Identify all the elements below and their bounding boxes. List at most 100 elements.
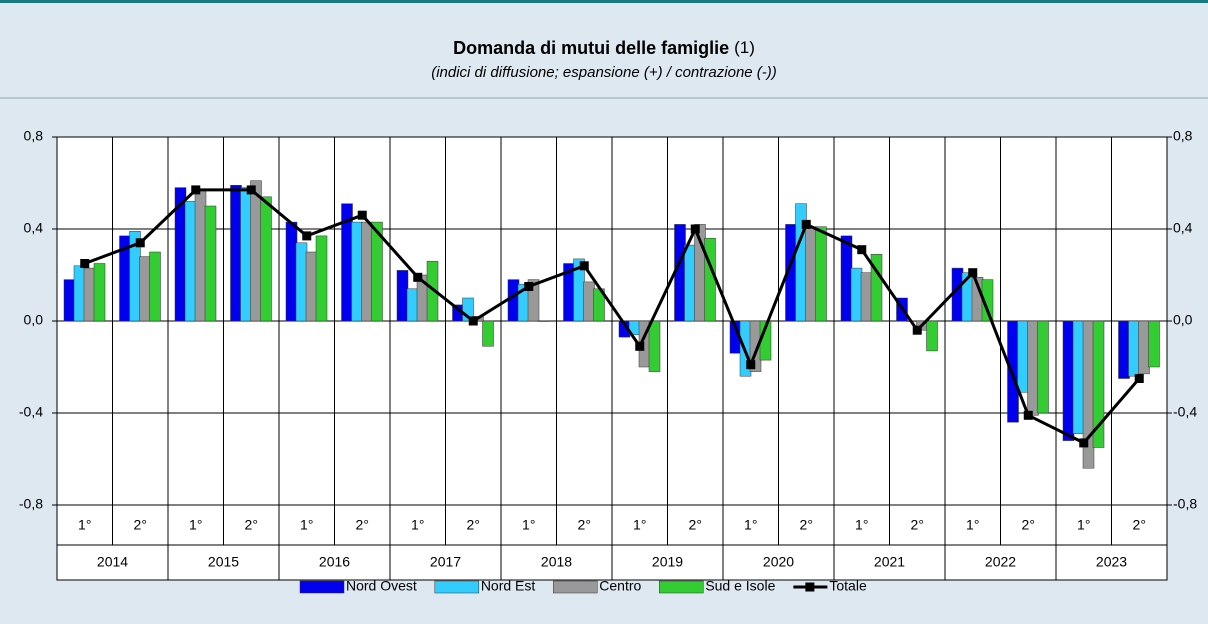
bar — [1017, 320, 1029, 393]
bar — [426, 260, 439, 322]
x-tick-label: 2° — [1133, 517, 1146, 533]
x-tick-label: 2° — [689, 517, 702, 533]
x-group-label: 2015 — [208, 554, 239, 570]
bar — [870, 254, 883, 322]
x-tick-label: 1° — [411, 517, 424, 533]
bar — [850, 267, 863, 322]
line-marker — [246, 185, 256, 195]
bar — [704, 237, 716, 322]
top-rule — [0, 0, 1208, 3]
line-marker — [468, 316, 478, 326]
x-group-label: 2020 — [763, 554, 794, 570]
legend-label: Nord Est — [481, 578, 536, 594]
x-tick-label: 1° — [744, 517, 757, 533]
x-group-label: 2022 — [985, 554, 1016, 570]
bar — [93, 263, 106, 322]
bar — [63, 279, 76, 322]
bar — [684, 244, 696, 322]
bar — [1072, 320, 1085, 434]
y2-tick-label: -0,8 — [1173, 496, 1197, 512]
x-tick-label: 2° — [578, 517, 591, 533]
x-tick-label: 1° — [633, 517, 646, 533]
y2-tick-label: -0,4 — [1173, 404, 1197, 420]
x-tick-label: 2° — [800, 517, 813, 533]
line-marker — [968, 268, 978, 278]
bar — [815, 226, 827, 322]
legend-swatch — [299, 580, 345, 594]
bar — [583, 281, 595, 322]
bar — [537, 320, 550, 322]
bar — [351, 221, 363, 322]
bar — [926, 320, 938, 352]
legend-marker — [805, 582, 815, 592]
x-tick-label: 1° — [855, 517, 868, 533]
bar — [1092, 320, 1105, 448]
bar — [462, 297, 474, 322]
legend-label: Sud e Isole — [705, 578, 775, 594]
x-tick-label: 1° — [1077, 517, 1090, 533]
bar — [860, 272, 873, 322]
bar — [805, 226, 817, 322]
line-marker — [413, 272, 423, 282]
line-marker — [857, 245, 867, 255]
bar — [73, 265, 86, 322]
y-tick-label: -0,4 — [19, 404, 43, 420]
x-tick-label: 2° — [356, 517, 369, 533]
line-marker — [302, 231, 312, 241]
x-tick-label: 1° — [300, 517, 313, 533]
bar — [396, 270, 409, 322]
bar — [230, 185, 242, 322]
bar — [361, 221, 373, 322]
line-marker — [135, 238, 145, 248]
x-group-label: 2016 — [319, 554, 350, 570]
bar — [648, 320, 661, 372]
x-group-label: 2014 — [97, 554, 128, 570]
line-marker — [1079, 438, 1089, 448]
title-note: (1) — [734, 38, 755, 57]
line-marker — [80, 259, 90, 268]
bar — [295, 242, 308, 322]
bar — [305, 251, 318, 322]
x-group-label: 2017 — [430, 554, 461, 570]
title-block: Domanda di mutui delle famiglie (1) — [453, 38, 755, 58]
bar — [482, 320, 494, 347]
chart-subtitle: (indici di diffusione; espansione (+) / … — [431, 64, 777, 81]
y2-tick-label: 0,4 — [1173, 220, 1193, 236]
bar — [149, 251, 161, 322]
x-tick-label: 1° — [522, 517, 535, 533]
bar — [371, 221, 383, 322]
y2-tick-label: 0,0 — [1173, 312, 1193, 328]
legend-label: Totale — [829, 578, 867, 594]
line-marker — [635, 341, 645, 351]
y-tick-label: 0,0 — [24, 312, 44, 328]
bar — [1118, 320, 1130, 379]
x-tick-label: 1° — [966, 517, 979, 533]
x-tick-label: 2° — [911, 517, 924, 533]
x-tick-label: 2° — [467, 517, 480, 533]
bar — [527, 279, 540, 322]
x-group-label: 2023 — [1096, 554, 1127, 570]
bar — [1062, 320, 1075, 441]
bar — [507, 279, 520, 322]
bar — [250, 180, 262, 322]
line-marker — [524, 282, 534, 291]
bar — [194, 189, 207, 322]
line-marker — [801, 219, 811, 229]
bar — [240, 187, 252, 322]
y-tick-label: 0,4 — [24, 220, 44, 236]
line — [84, 188, 1141, 445]
bar — [1037, 320, 1049, 414]
legend-label: Centro — [599, 578, 641, 594]
legend-swatch — [434, 580, 480, 594]
line-marker — [912, 325, 922, 335]
bar — [1007, 320, 1019, 423]
y-tick-label: 0,8 — [24, 128, 44, 144]
bar — [260, 196, 272, 322]
line-marker — [1134, 374, 1144, 383]
bar — [285, 221, 298, 322]
x-group-label: 2018 — [541, 554, 572, 570]
line-marker — [191, 185, 201, 195]
bar — [139, 256, 151, 322]
legend-swatch — [553, 580, 598, 594]
